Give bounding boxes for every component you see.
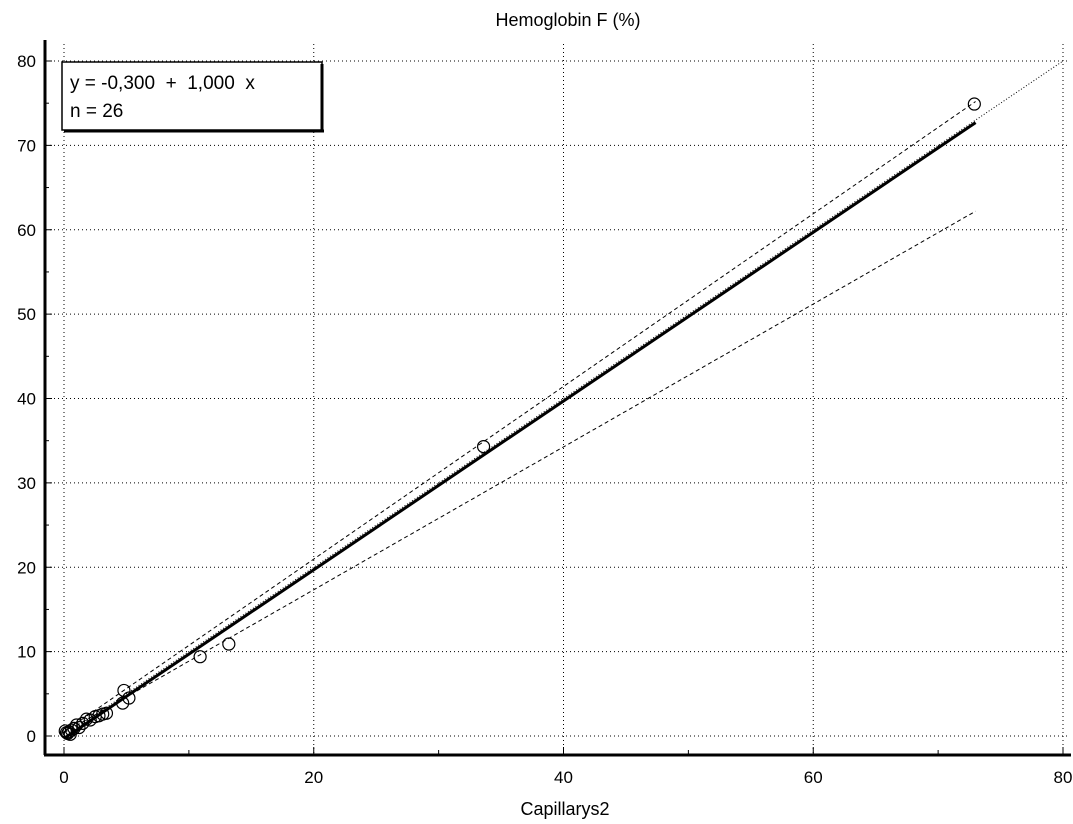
data-point-19 [193, 650, 207, 664]
y-tick-label-50: 50 [17, 305, 36, 324]
grid-lines [46, 44, 1070, 754]
equation-legend: y = -0,300 + 1,000 x n = 26 [61, 61, 324, 133]
y-tick-label-10: 10 [17, 643, 36, 662]
n-count-text: n = 26 [70, 101, 123, 122]
identity-line [63, 60, 1064, 737]
data-point-9 [76, 716, 90, 730]
regression-line [63, 121, 977, 740]
y-tick-label-40: 40 [17, 390, 36, 409]
data-point-20 [222, 637, 236, 651]
data-point-22 [967, 97, 981, 111]
y-tick-label-20: 20 [17, 558, 36, 577]
y-tick-label-0: 0 [27, 727, 36, 746]
reference-lines [63, 60, 1064, 740]
y-tick-label-30: 30 [17, 474, 36, 493]
data-point-16 [117, 683, 131, 698]
data-point-7 [69, 718, 84, 732]
equation-text: y = -0,300 + 1,000 x [70, 73, 255, 94]
ci-lower-line [63, 210, 976, 734]
x-tick-label-40: 40 [554, 768, 573, 787]
x-tick-label-80: 80 [1054, 768, 1073, 787]
x-tick-label-0: 0 [59, 768, 68, 787]
x-tick-label-60: 60 [804, 768, 823, 787]
x-axis-title: Capillarys2 [520, 799, 609, 819]
y-tick-label-80: 80 [17, 52, 36, 71]
x-tick-label-20: 20 [304, 768, 323, 787]
chart-title: Hemoglobin F (%) [495, 10, 640, 30]
data-point-15 [99, 706, 114, 720]
tick-labels: 0 10 20 30 40 50 60 70 80 0 20 40 60 80 [17, 52, 1072, 787]
data-point-5 [64, 723, 79, 737]
data-point-18 [122, 691, 136, 705]
data-point-8 [72, 720, 86, 735]
data-points [58, 97, 981, 741]
ci-upper-line [63, 101, 976, 733]
equation-legend-box [61, 61, 323, 131]
y-tick-label-60: 60 [17, 221, 36, 240]
y-tick-label-70: 70 [17, 136, 36, 155]
axes [43, 40, 1071, 757]
data-point-21 [476, 439, 491, 454]
